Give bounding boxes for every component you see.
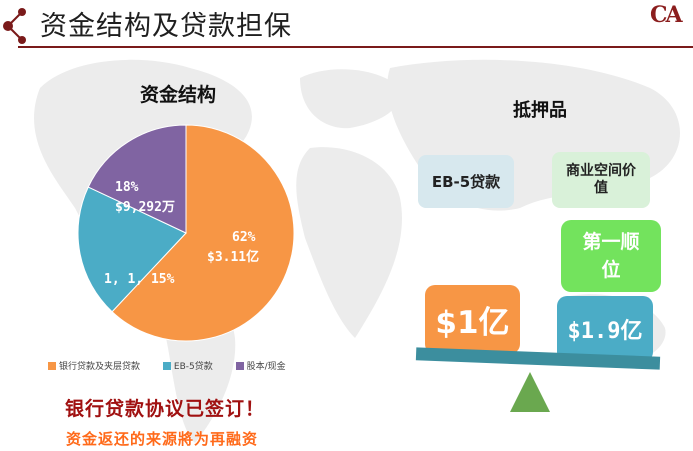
first-lien-box: 第一顺 位 (561, 220, 661, 292)
first-lien-label-line2: 位 (601, 259, 621, 281)
page-title: 资金结构及贷款担保 (40, 11, 292, 42)
balance-fulcrum-icon (510, 372, 550, 412)
legend-item-eb5: EB-5贷款 (162, 359, 213, 372)
header-divider (18, 46, 693, 48)
legend-item-bank: 银行贷款及夹层贷款 (48, 359, 140, 372)
slice-label-equity: 18% $9,292万 (115, 178, 175, 218)
eb5-amount-value: $1亿 (435, 305, 510, 341)
loan-signed-text: 银行贷款协议已签订！ (65, 398, 266, 420)
commercial-value-label-line1: 商业空间价 (566, 163, 636, 179)
slice-pct-equity: 18% (115, 180, 139, 195)
company-logo: CA (650, 2, 683, 28)
slice-amount-bank: $3.11亿 (207, 250, 260, 265)
legend-item-equity: 股本/现金 (235, 359, 286, 372)
collateral-title: 抵押品 (513, 100, 567, 121)
slice-label-eb5: 1, 1, 15% (104, 270, 174, 290)
legend-swatch-equity (235, 362, 244, 370)
slice-label-bank: 62% $3.11亿 (207, 228, 259, 268)
legend-label-eb5: EB-5贷款 (173, 362, 213, 372)
legend-swatch-eb5 (162, 362, 171, 370)
pie-legend: 银行贷款及夹层贷款 EB-5贷款 股本/现金 (48, 359, 306, 372)
eb5-loan-box: EB-5贷款 (418, 155, 514, 208)
header-node-icon (3, 8, 26, 44)
first-lien-label-line1: 第一顺 (582, 231, 640, 253)
legend-swatch-bank (48, 362, 56, 370)
slice-amount-eb5: 1, 1, 15% (104, 272, 175, 287)
commercial-amount-value: $1.9亿 (567, 319, 643, 344)
pie-slice-equity (87, 124, 187, 234)
eb5-amount-box: $1亿 (425, 285, 520, 354)
slice-amount-equity: $9,292万 (115, 200, 175, 215)
pie-slice-bank (111, 124, 295, 342)
commercial-value-box: 商业空间价 值 (552, 152, 650, 208)
commercial-amount-box: $1.9亿 (557, 296, 653, 362)
legend-label-equity: 股本/现金 (246, 362, 286, 372)
pie-chart-title: 资金结构 (139, 84, 216, 106)
slice-pct-bank: 62% (232, 230, 256, 245)
commercial-value-label-line2: 值 (594, 180, 608, 196)
eb5-loan-label: EB-5贷款 (431, 173, 501, 191)
legend-label-bank: 银行贷款及夹层贷款 (59, 362, 141, 372)
refinance-text: 资金返还的来源將为再融资 (66, 430, 259, 448)
pie-slice-eb5 (77, 186, 187, 313)
